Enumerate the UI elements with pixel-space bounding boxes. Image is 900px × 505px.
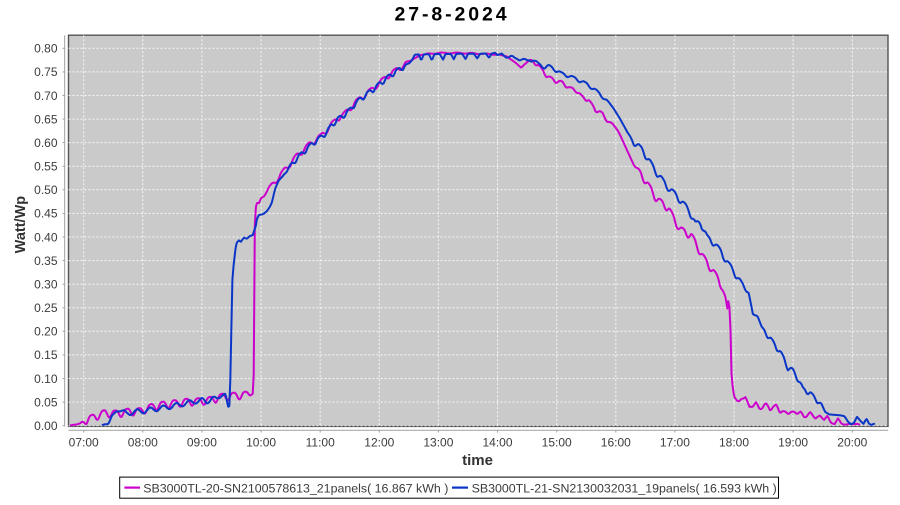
svg-text:16:00: 16:00 bbox=[601, 435, 631, 449]
svg-text:18:00: 18:00 bbox=[719, 435, 749, 449]
svg-text:0.20: 0.20 bbox=[34, 325, 58, 339]
svg-text:0.50: 0.50 bbox=[34, 183, 58, 197]
svg-text:20:00: 20:00 bbox=[837, 435, 867, 449]
svg-text:0.40: 0.40 bbox=[34, 230, 58, 244]
svg-text:08:00: 08:00 bbox=[128, 435, 158, 449]
svg-text:12:00: 12:00 bbox=[364, 435, 394, 449]
svg-text:19:00: 19:00 bbox=[778, 435, 808, 449]
svg-text:0.70: 0.70 bbox=[34, 89, 58, 103]
svg-text:14:00: 14:00 bbox=[482, 435, 512, 449]
svg-text:0.80: 0.80 bbox=[34, 42, 58, 56]
svg-text:09:00: 09:00 bbox=[187, 435, 217, 449]
svg-text:Watt/Wp: Watt/Wp bbox=[13, 196, 29, 254]
svg-text:0.10: 0.10 bbox=[34, 372, 58, 386]
svg-text:0.05: 0.05 bbox=[34, 395, 58, 409]
svg-text:0.35: 0.35 bbox=[34, 254, 58, 268]
svg-text:0.30: 0.30 bbox=[34, 278, 58, 292]
svg-text:11:00: 11:00 bbox=[306, 435, 335, 449]
svg-text:SB3000TL-21-SN2130032031_19pan: SB3000TL-21-SN2130032031_19panels( 16.59… bbox=[472, 481, 777, 495]
svg-text:0.00: 0.00 bbox=[34, 419, 58, 433]
svg-text:0.55: 0.55 bbox=[34, 160, 58, 174]
svg-text:0.60: 0.60 bbox=[34, 136, 58, 150]
svg-text:13:00: 13:00 bbox=[423, 435, 453, 449]
svg-text:15:00: 15:00 bbox=[542, 435, 572, 449]
svg-text:0.45: 0.45 bbox=[34, 207, 58, 221]
svg-text:10:00: 10:00 bbox=[246, 435, 276, 449]
svg-text:07:00: 07:00 bbox=[69, 435, 99, 449]
svg-text:0.15: 0.15 bbox=[34, 348, 58, 362]
svg-text:SB3000TL-20-SN2100578613_21pan: SB3000TL-20-SN2100578613_21panels( 16.86… bbox=[143, 481, 448, 495]
svg-text:0.65: 0.65 bbox=[34, 112, 58, 126]
svg-text:0.75: 0.75 bbox=[34, 65, 58, 79]
svg-text:27-8-2024: 27-8-2024 bbox=[394, 3, 509, 25]
svg-text:0.25: 0.25 bbox=[34, 301, 58, 315]
svg-text:17:00: 17:00 bbox=[660, 435, 690, 449]
svg-text:time: time bbox=[462, 452, 493, 469]
